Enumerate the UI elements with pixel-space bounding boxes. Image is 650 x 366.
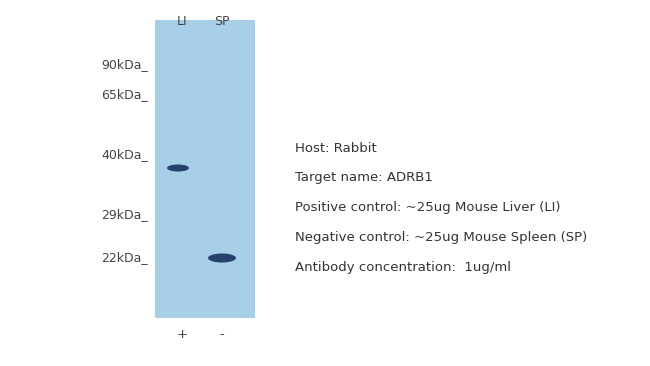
Text: SP: SP (214, 15, 229, 28)
Ellipse shape (167, 164, 189, 172)
Text: LI: LI (177, 15, 187, 28)
Text: 29kDa_: 29kDa_ (101, 209, 148, 221)
Text: +: + (177, 329, 187, 341)
Text: Target name: ADRB1: Target name: ADRB1 (295, 172, 433, 184)
Text: Negative control: ~25ug Mouse Spleen (SP): Negative control: ~25ug Mouse Spleen (SP… (295, 232, 587, 244)
Ellipse shape (208, 254, 236, 262)
Text: 65kDa_: 65kDa_ (101, 89, 148, 101)
Text: 90kDa_: 90kDa_ (101, 59, 148, 71)
Bar (155, 20, 255, 318)
Text: Host: Rabbit: Host: Rabbit (295, 142, 377, 154)
Text: 40kDa_: 40kDa_ (101, 149, 148, 161)
Text: 22kDa_: 22kDa_ (101, 251, 148, 265)
Text: Antibody concentration:  1ug/ml: Antibody concentration: 1ug/ml (295, 261, 511, 274)
Text: -: - (220, 329, 224, 341)
Text: Positive control: ~25ug Mouse Liver (LI): Positive control: ~25ug Mouse Liver (LI) (295, 202, 560, 214)
